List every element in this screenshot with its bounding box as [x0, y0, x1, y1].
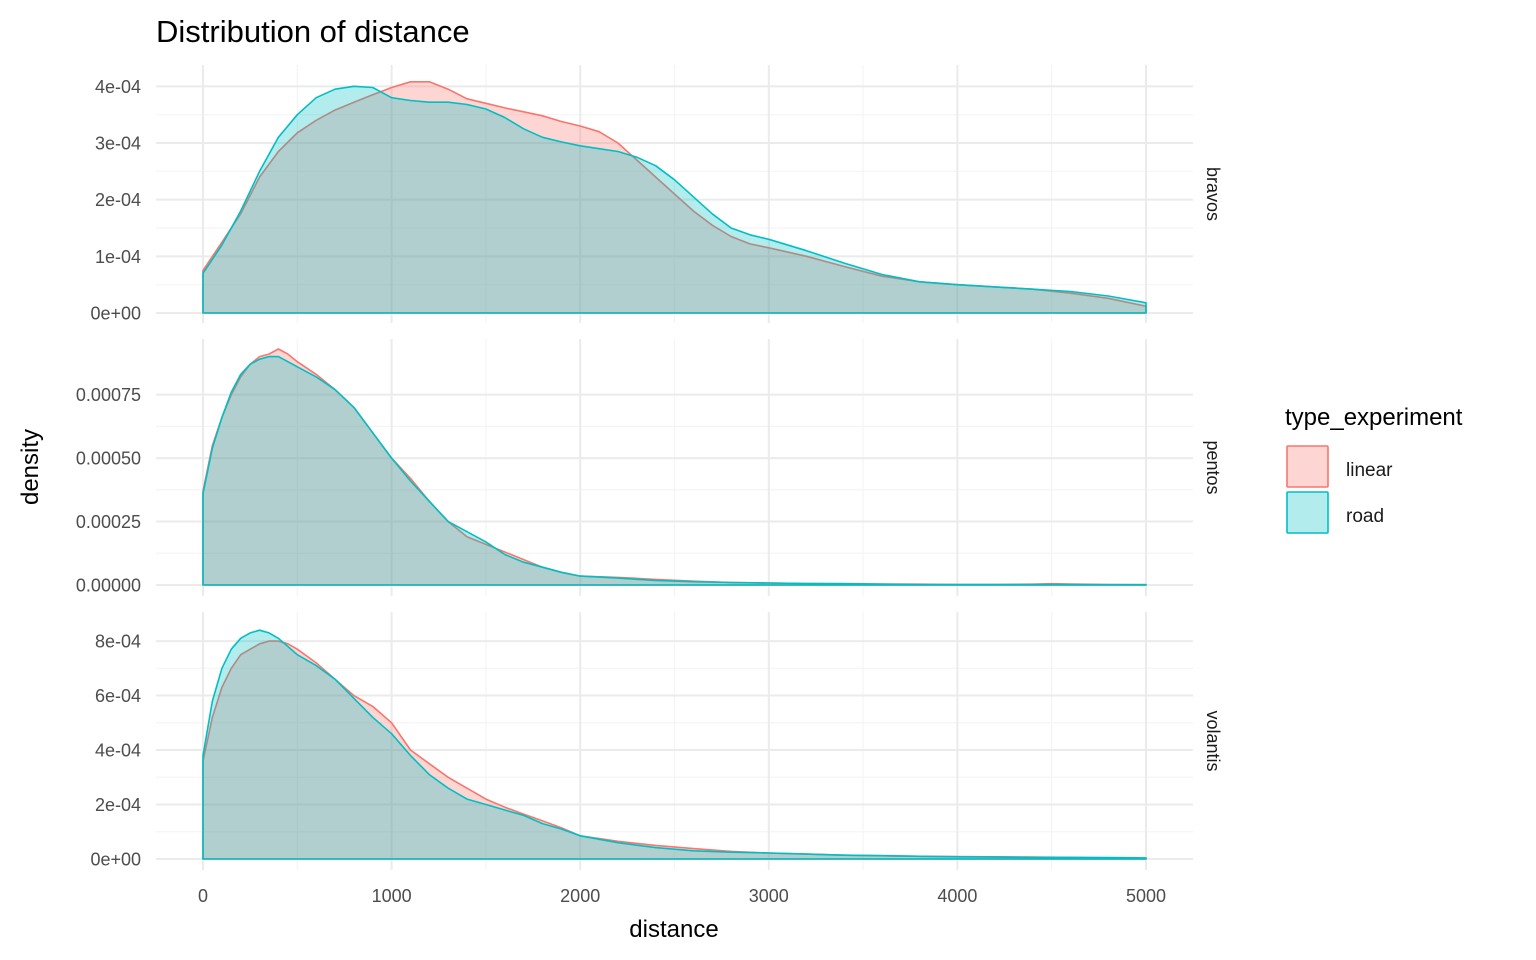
- y-tick-label: 1e-04: [95, 247, 141, 267]
- legend-label-road: road: [1346, 506, 1384, 527]
- y-axis-title: density: [17, 429, 44, 505]
- x-axis: 0 1000 2000 3000 4000 5000: [198, 886, 1166, 906]
- panel-pentos: 0.00000 0.00025 0.00050 0.00075 pentos: [76, 339, 1223, 596]
- y-tick-label: 0.00075: [76, 385, 141, 405]
- y-tick-label: 0e+00: [90, 304, 141, 324]
- facet-label-volantis: volantis: [1203, 710, 1223, 771]
- density-area-road-bravos: [202, 85, 1147, 314]
- y-tick-label: 0.00000: [76, 576, 141, 596]
- panel-bravos: 0e+00 1e-04 2e-04 3e-04 4e-04 bravos: [90, 65, 1223, 324]
- facet-panels: 0e+001e-042e-043e-044e-04bravos0.000000.…: [76, 65, 1223, 870]
- density-area-road-pentos: [202, 355, 1147, 586]
- x-tick-label: 2000: [560, 886, 600, 906]
- legend-title: type_experiment: [1285, 404, 1463, 431]
- x-tick-label: 0: [198, 886, 208, 906]
- facet-label-bravos: bravos: [1203, 167, 1223, 221]
- y-tick-label: 0e+00: [90, 850, 141, 870]
- y-tick-label: 4e-04: [95, 77, 141, 97]
- legend-key-linear: [1286, 445, 1329, 488]
- x-tick-label: 4000: [937, 886, 977, 906]
- y-tick-label: 6e-04: [95, 686, 141, 706]
- y-tick-label: 0.00050: [76, 449, 141, 469]
- chart-title: Distribution of distance: [156, 14, 470, 49]
- legend-key-road: [1286, 491, 1329, 534]
- density-area-road-volantis: [202, 629, 1147, 860]
- y-tick-label: 2e-04: [95, 795, 141, 815]
- x-tick-label: 3000: [749, 886, 789, 906]
- y-tick-label: 8e-04: [95, 632, 141, 652]
- x-tick-label: 1000: [372, 886, 412, 906]
- legend: type_experiment linear road: [1285, 404, 1463, 534]
- facet-label-pentos: pentos: [1203, 440, 1223, 494]
- legend-label-linear: linear: [1346, 460, 1393, 481]
- y-tick-label: 4e-04: [95, 741, 141, 761]
- y-tick-label: 3e-04: [95, 134, 141, 154]
- panel-volantis: 0e+00 2e-04 4e-04 6e-04 8e-04 volantis: [90, 612, 1223, 870]
- x-tick-label: 5000: [1126, 886, 1166, 906]
- x-axis-title: distance: [629, 916, 718, 943]
- y-tick-label: 0.00025: [76, 512, 141, 532]
- y-tick-label: 2e-04: [95, 190, 141, 210]
